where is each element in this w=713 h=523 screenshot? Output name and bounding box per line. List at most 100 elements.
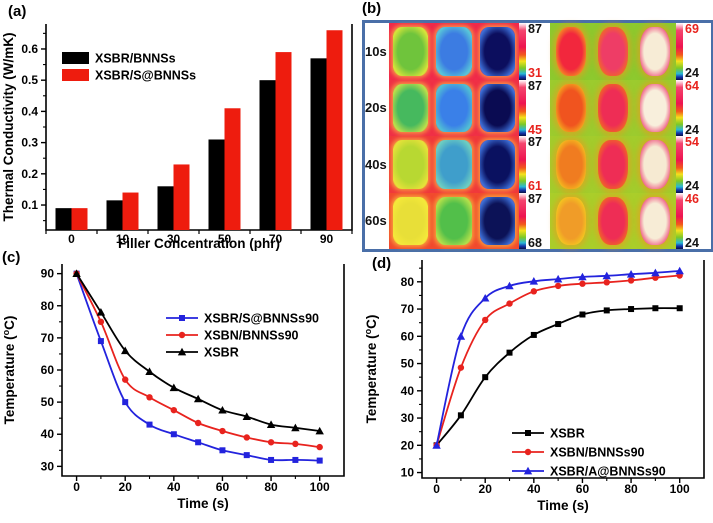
thermal-image-cell xyxy=(556,27,586,76)
thermal-image-cell xyxy=(556,83,586,132)
chart-text: 40 xyxy=(401,384,415,398)
series-marker xyxy=(169,383,179,392)
thermal-image-cell xyxy=(393,83,429,132)
chart-text: XSBN/BNNSs90 xyxy=(550,446,645,460)
scale-min-value: 24 xyxy=(685,122,699,137)
thermal-image-row-10s: 10s 87 31 69 24 xyxy=(365,23,711,80)
thermal-colorbar xyxy=(519,192,526,249)
colorbar-scale-values: 87 45 xyxy=(526,79,550,137)
series-marker xyxy=(122,399,129,406)
series-marker xyxy=(195,439,202,446)
time-label: 60s xyxy=(365,213,387,229)
thermal-image-cell xyxy=(393,27,429,76)
thermal-image-cell xyxy=(640,196,670,245)
legend-swatch xyxy=(62,69,89,81)
legend-swatch xyxy=(62,52,89,64)
series-marker xyxy=(316,457,323,464)
series-marker xyxy=(555,321,562,328)
chart-text: XSBN/BNNSs90 xyxy=(204,329,299,343)
series-marker xyxy=(652,305,659,312)
series-marker xyxy=(242,412,251,420)
y-axis-label: Temperature (oC) xyxy=(363,315,379,424)
time-label: 10s xyxy=(365,43,387,59)
bar-XSBR/BNNSs xyxy=(157,186,174,230)
colorbar-scale-values: 87 61 xyxy=(526,136,550,193)
series-marker xyxy=(579,311,586,318)
axis-spines xyxy=(421,260,705,479)
series-marker xyxy=(243,452,250,459)
scale-min-value: 68 xyxy=(528,235,542,250)
thermal-image-cell xyxy=(598,27,628,76)
thermal-image-cell xyxy=(556,140,586,189)
series-marker xyxy=(457,364,465,371)
series-marker xyxy=(627,277,635,284)
chart-text: 60 xyxy=(216,480,230,494)
thermal-image-cell xyxy=(479,196,515,245)
series-marker xyxy=(530,288,538,295)
line-chart-heating: 10 20 30 40 50 60 70 80 0 20 40 60 80 100 XSBR XSBN/BNN… xyxy=(363,255,705,513)
thermal-image-cell xyxy=(556,196,586,245)
bar-XSBR/S@BNNSs xyxy=(173,164,190,230)
panel-label-b: (b) xyxy=(362,0,382,17)
scale-min-value: 45 xyxy=(528,122,542,137)
series-marker xyxy=(292,440,299,448)
series-marker xyxy=(219,447,226,454)
chart-text: Time (s) xyxy=(537,498,589,513)
chart-text: 10 xyxy=(116,232,130,246)
series-marker xyxy=(218,405,227,414)
series-marker xyxy=(170,406,178,414)
chart-text: 30 xyxy=(41,459,55,473)
series-marker xyxy=(146,421,153,428)
bar-XSBR/S@BNNSs xyxy=(71,208,88,230)
thermal-image-strip-right xyxy=(550,192,676,249)
chart-text: 20 xyxy=(401,438,415,452)
chart-text: 20 xyxy=(479,482,493,496)
series-marker xyxy=(628,306,635,313)
series-marker xyxy=(579,280,586,287)
thermal-image-cell xyxy=(436,140,472,189)
series-marker xyxy=(122,376,129,383)
series-marker xyxy=(481,293,490,302)
chart-text: 40 xyxy=(527,482,541,496)
series-marker xyxy=(506,349,513,356)
chart-text: 30 xyxy=(167,232,181,246)
series-marker xyxy=(97,318,105,326)
chart-text: 50 xyxy=(41,395,55,409)
chart-text: 10 xyxy=(401,466,415,480)
series-marker xyxy=(525,430,531,436)
series-marker xyxy=(72,269,81,278)
thermal-image-cell xyxy=(640,140,670,189)
series-marker xyxy=(482,316,489,324)
chart-text: 30 xyxy=(401,411,415,425)
chart-text: XSBR xyxy=(550,427,585,441)
series-marker xyxy=(675,266,684,275)
chart-text: 0.3 xyxy=(21,136,38,150)
thermal-image-cell xyxy=(479,27,515,76)
series-line-XSBR/S@BNNSs90 xyxy=(75,273,320,462)
scale-max-value: 87 xyxy=(528,135,542,149)
chart-text: 80 xyxy=(624,482,638,496)
thermal-image-cell xyxy=(640,27,670,76)
thermal-image-strip-left xyxy=(389,79,519,136)
series-line-XSBN/BNNSs90 xyxy=(435,274,680,446)
series-marker xyxy=(651,268,660,277)
thermal-image-cell xyxy=(393,140,429,189)
chart-text: 80 xyxy=(264,480,278,494)
thermal-image-cell xyxy=(640,83,670,132)
panel-c-cooling-curve-chart: 30 40 50 60 70 80 90 0 20 40 60 80 100 XSBR/S@BNNSs90… xyxy=(0,248,362,523)
chart-text: 90 xyxy=(41,267,55,281)
series-marker xyxy=(193,394,203,403)
series-marker xyxy=(626,269,636,278)
series-marker xyxy=(268,456,275,463)
bar-XSBR/S@BNNSs xyxy=(224,108,241,230)
series-marker xyxy=(267,439,275,446)
series-marker xyxy=(121,346,130,355)
series-marker xyxy=(523,466,533,475)
chart-text: 0.4 xyxy=(21,104,38,118)
chart-text: 100 xyxy=(670,482,690,496)
bar-XSBR/BNNSs xyxy=(310,58,327,231)
chart-text: XSBR/S@BNNSs90 xyxy=(204,312,319,326)
bar-XSBR/S@BNNSs xyxy=(122,192,139,230)
thermal-image-row-20s: 20s 87 45 64 24 xyxy=(365,79,711,137)
thermal-image-cell xyxy=(479,140,515,189)
